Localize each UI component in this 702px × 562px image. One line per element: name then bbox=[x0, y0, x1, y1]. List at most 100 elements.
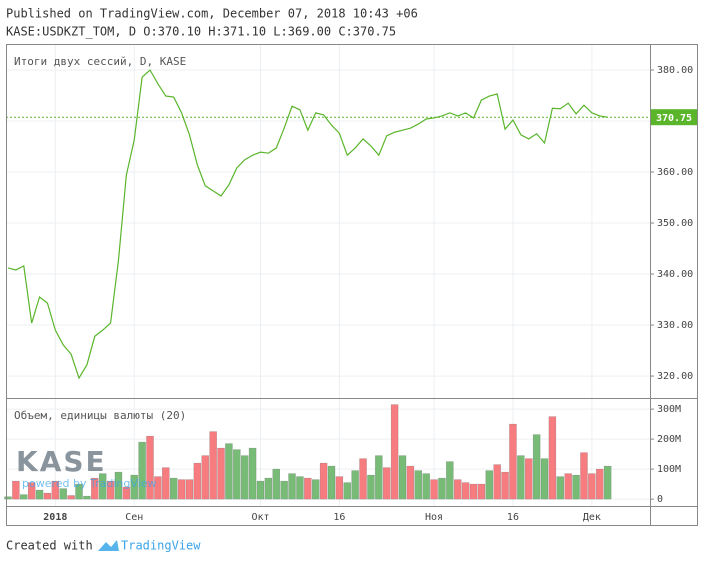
volume-bar bbox=[493, 464, 501, 500]
volume-bar bbox=[596, 468, 604, 500]
volume-bar bbox=[91, 477, 99, 500]
volume-bar bbox=[572, 474, 580, 500]
header-line: Published on TradingView.com, December 0… bbox=[6, 7, 418, 21]
price-line bbox=[7, 69, 608, 380]
x-tick-label: Дек bbox=[583, 512, 601, 523]
pane-title: Итоги двух сессий, D, KASE bbox=[14, 55, 186, 68]
y-tick-label: 350.00 bbox=[657, 218, 693, 229]
volume-bar bbox=[556, 476, 564, 500]
volume-bar bbox=[532, 434, 541, 500]
volume-bar bbox=[304, 477, 312, 500]
volume-bar bbox=[114, 471, 123, 500]
volume-bar bbox=[27, 482, 36, 500]
volume-bar bbox=[375, 455, 383, 500]
volume-bar bbox=[272, 468, 280, 500]
marks bbox=[4, 69, 650, 500]
volume-bar bbox=[146, 435, 154, 500]
volume-bar bbox=[414, 470, 422, 500]
volume-bar bbox=[217, 447, 225, 500]
x-tick-label: 2018 bbox=[43, 512, 67, 523]
volume-bar bbox=[130, 474, 138, 500]
x-tick-label: Ноя bbox=[425, 512, 443, 523]
volume-bar bbox=[588, 473, 596, 500]
volume-bar bbox=[335, 476, 344, 500]
volume-bar bbox=[248, 447, 257, 500]
volume-bar bbox=[525, 458, 533, 500]
y-tick-label: 100M bbox=[657, 464, 681, 475]
volume-bar bbox=[485, 470, 493, 500]
volume-bar bbox=[359, 458, 367, 500]
volume-bar bbox=[603, 465, 612, 500]
volume-bar bbox=[509, 423, 517, 500]
volume-bar bbox=[209, 431, 217, 500]
volume-bar bbox=[20, 494, 28, 500]
volume-bar bbox=[201, 455, 209, 500]
pane-title: Объем, единицы валюты (20) bbox=[14, 409, 186, 422]
last-price-label: 370.75 bbox=[656, 113, 692, 124]
watermark-logo: KASE bbox=[16, 445, 107, 478]
volume-bar bbox=[319, 462, 328, 500]
volume-bar bbox=[122, 486, 131, 500]
volume-bar bbox=[225, 443, 233, 500]
footer-brand[interactable]: TradingView bbox=[121, 539, 201, 553]
volume-bar bbox=[454, 479, 462, 500]
volume-bar bbox=[51, 480, 60, 500]
volume-bar bbox=[312, 479, 320, 500]
y-tick-label: 330.00 bbox=[657, 320, 693, 331]
x-tick-label: 16 bbox=[333, 512, 345, 523]
footer-logo bbox=[98, 540, 119, 551]
volume-bar bbox=[461, 482, 470, 500]
volume-bar bbox=[177, 479, 186, 500]
volume-bar bbox=[383, 467, 391, 500]
volume-bar bbox=[351, 470, 359, 500]
x-tick-label: 16 bbox=[507, 512, 519, 523]
volume-bar bbox=[4, 496, 12, 500]
volume-bar bbox=[169, 477, 178, 500]
footer-text: Created with bbox=[6, 539, 93, 553]
header-line: KASE:USDKZT_TOM, D O:370.10 H:371.10 L:3… bbox=[6, 25, 396, 39]
volume-bar bbox=[98, 473, 107, 500]
volume-bar bbox=[517, 455, 525, 500]
watermark-powered: powered by TradingView bbox=[22, 477, 156, 490]
last-price-box bbox=[651, 109, 697, 126]
volume-bar bbox=[422, 473, 430, 500]
y-tick-label: 340.00 bbox=[657, 269, 693, 280]
y-tick-label: 360.00 bbox=[657, 167, 693, 178]
y-tick-label: 380.00 bbox=[657, 65, 693, 76]
volume-bar bbox=[264, 477, 273, 500]
volume-bar bbox=[288, 473, 296, 500]
volume-bar bbox=[162, 467, 170, 500]
volume-bar bbox=[75, 483, 83, 500]
volume-bar bbox=[35, 489, 44, 500]
volume-bar bbox=[398, 455, 407, 500]
volume-bar bbox=[280, 480, 288, 500]
volume-bar bbox=[548, 416, 557, 500]
volume-bar bbox=[185, 479, 194, 500]
volume-bar bbox=[67, 495, 75, 500]
volume-bar bbox=[240, 455, 249, 500]
volume-bar bbox=[430, 479, 438, 500]
volume-bar bbox=[59, 488, 67, 500]
volume-bar bbox=[296, 476, 304, 500]
x-tick-label: Окт bbox=[251, 512, 269, 523]
volume-bar bbox=[327, 465, 336, 500]
volume-bar bbox=[580, 452, 588, 500]
volume-bar bbox=[540, 458, 549, 500]
volume-bar bbox=[477, 483, 486, 500]
frame bbox=[6, 44, 698, 526]
y-tick-label: 320.00 bbox=[657, 371, 693, 382]
volume-bar bbox=[343, 482, 351, 500]
volume-bar bbox=[43, 492, 52, 500]
volume-bar bbox=[193, 462, 202, 500]
volume-bar bbox=[367, 474, 375, 500]
volume-bar bbox=[564, 473, 572, 500]
volume-bar bbox=[106, 480, 115, 500]
volume-bar bbox=[83, 495, 91, 500]
volume-bar bbox=[256, 480, 265, 500]
volume-bar bbox=[501, 471, 509, 500]
y-tick-label: 200M bbox=[657, 434, 681, 445]
y-tick-label: 0 bbox=[657, 494, 663, 505]
volume-bar bbox=[438, 477, 446, 500]
volume-bar bbox=[469, 483, 478, 500]
